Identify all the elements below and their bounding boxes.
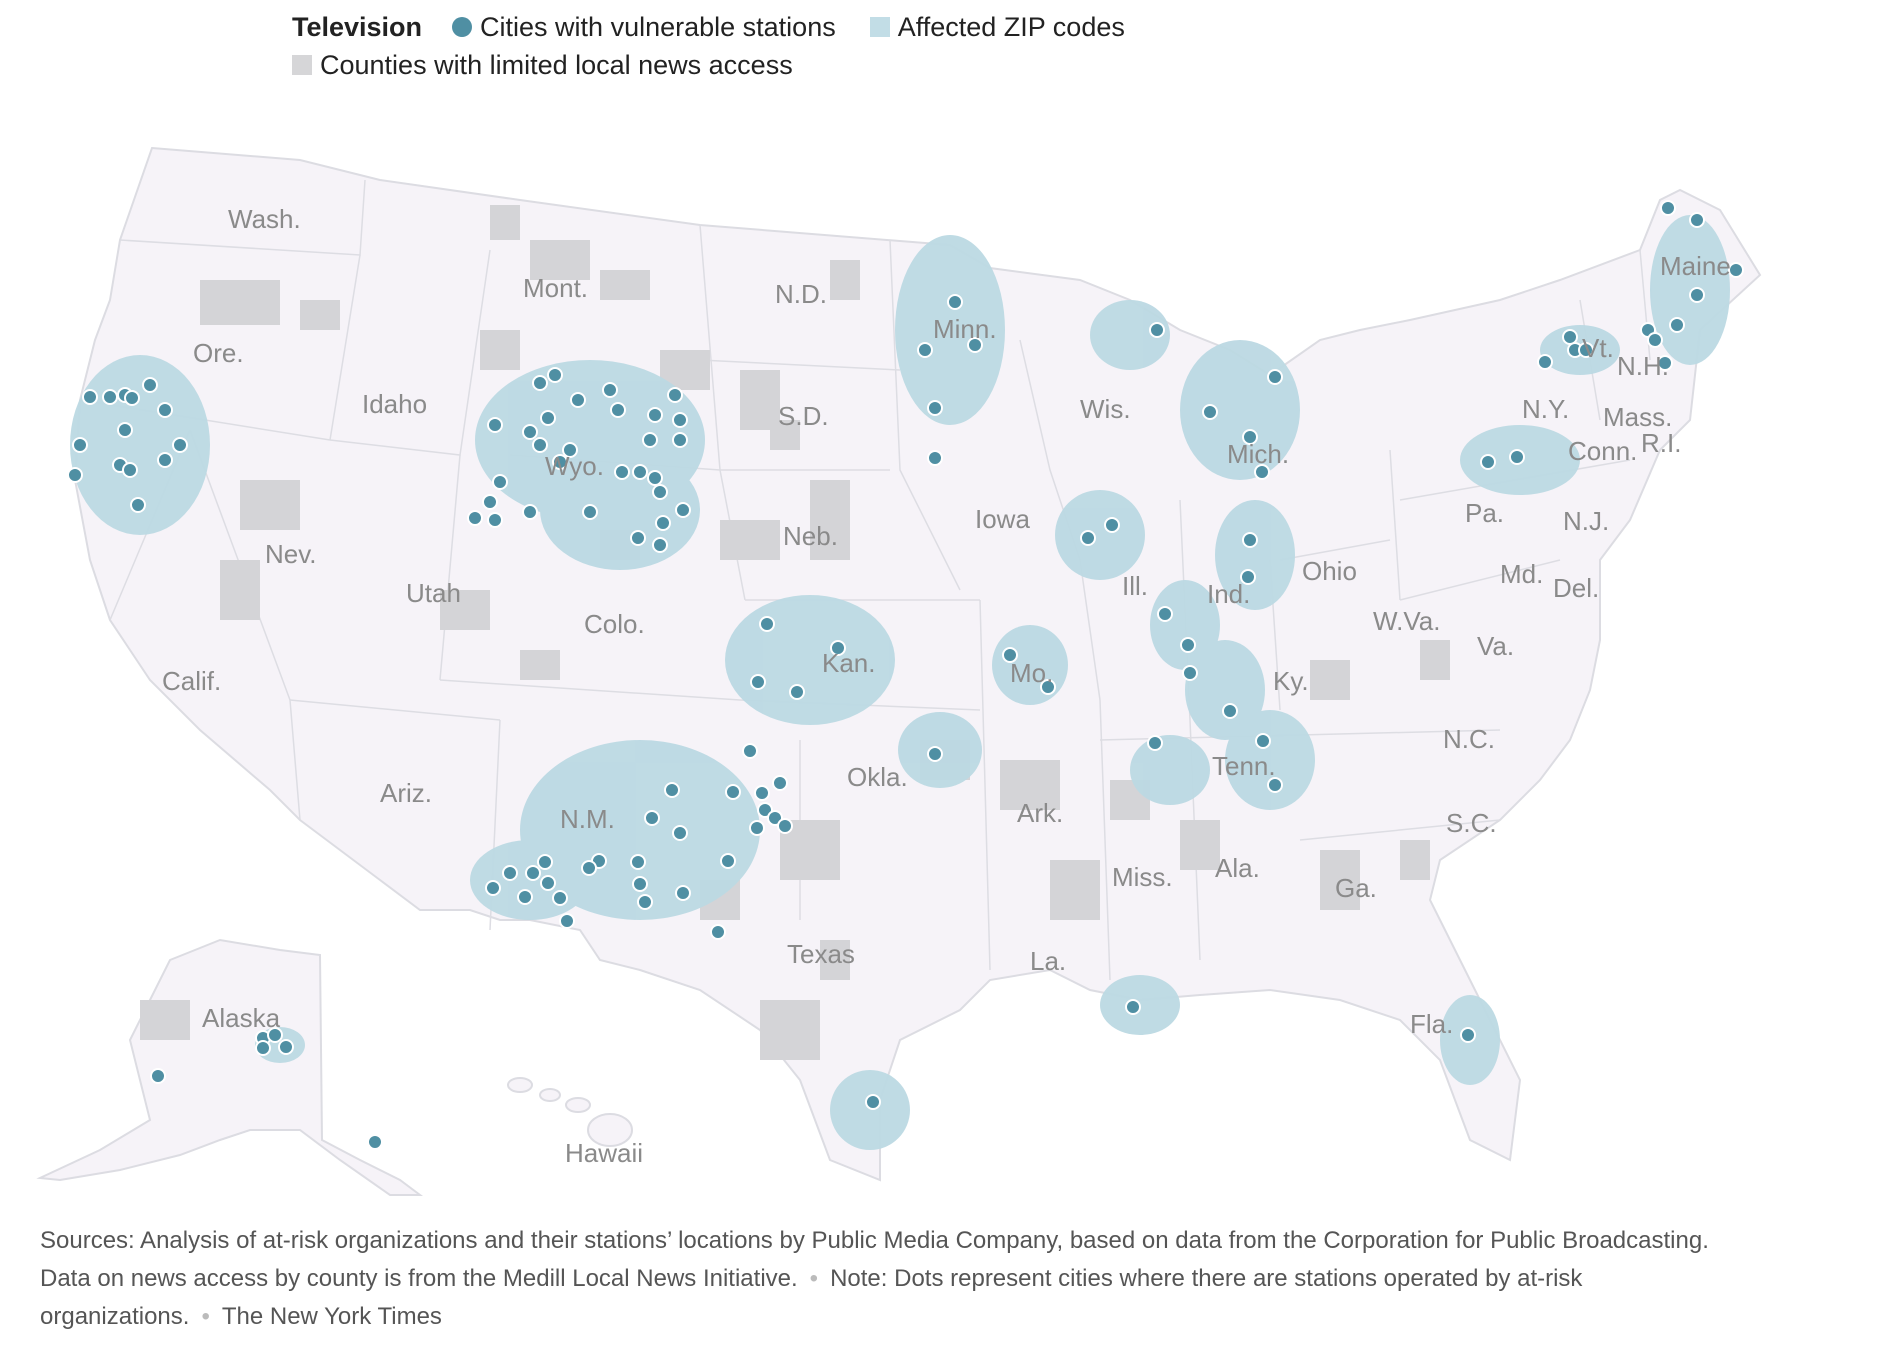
state-label: Calif. [162, 666, 221, 696]
state-label: Ark. [1017, 798, 1063, 828]
state-label: Ore. [193, 338, 244, 368]
state-label: Wyo. [545, 451, 604, 481]
state-label: Pa. [1465, 498, 1504, 528]
state-label: Del. [1553, 573, 1599, 603]
state-label: Alaska [202, 1003, 281, 1033]
sources-text: Sources: Analysis of at-risk organizatio… [40, 1227, 1709, 1292]
state-label: Neb. [783, 521, 838, 551]
state-label: Ala. [1215, 853, 1260, 883]
state-labels: Wash. Ore. Calif. Idaho Nev. Mont. Wyo. … [162, 204, 1731, 1168]
city-dots [67, 200, 1744, 1150]
state-label: Wash. [228, 204, 301, 234]
box-swatch-icon [869, 17, 890, 37]
state-label: La. [1030, 946, 1066, 976]
limited-news-counties [140, 205, 1450, 1060]
separator-dot: • [809, 1265, 819, 1292]
state-label: Ind. [1207, 579, 1250, 609]
state-label: S.C. [1446, 808, 1497, 838]
legend-title: Television [292, 12, 423, 42]
state-label: Va. [1477, 631, 1514, 661]
separator-dot: • [201, 1303, 210, 1330]
state-label: N.D. [775, 279, 827, 309]
state-label: Vt. [1582, 333, 1614, 363]
legend-item-counties: Counties with limited local news access [292, 46, 793, 84]
state-label: R.I. [1641, 428, 1681, 458]
box-swatch-icon [292, 55, 312, 75]
state-label: Ky. [1273, 666, 1309, 696]
state-label: N.M. [560, 804, 615, 834]
state-label: W.Va. [1373, 606, 1440, 636]
map-legend: Television Cities with vulnerable statio… [292, 8, 1159, 84]
state-label: N.J. [1563, 506, 1609, 536]
legend-row-1: Television Cities with vulnerable statio… [292, 8, 1159, 46]
state-label: Mass. [1603, 402, 1672, 432]
dot-swatch-icon [452, 17, 473, 37]
map-svg: Wash. Ore. Calif. Idaho Nev. Mont. Wyo. … [36, 146, 1762, 1196]
state-label: Idaho [362, 389, 427, 419]
state-label: Ill. [1122, 571, 1148, 601]
state-label: Md. [1500, 559, 1543, 589]
hawaii-islands [507, 1077, 633, 1147]
legend-item-cities: Cities with vulnerable stations [452, 8, 836, 46]
state-label: Maine [1660, 251, 1731, 281]
legend-label-cities: Cities with vulnerable stations [480, 12, 836, 42]
state-label: Hawaii [565, 1138, 643, 1168]
legend-row-2: Counties with limited local news access [292, 46, 1159, 84]
state-label: Kan. [822, 648, 876, 678]
state-label: N.H. [1617, 351, 1669, 381]
state-label: Utah [406, 578, 461, 608]
state-label: Mont. [523, 273, 588, 303]
state-label: Colo. [584, 609, 645, 639]
alaska-outline [36, 938, 423, 1196]
state-label: Conn. [1568, 436, 1637, 466]
state-label: Nev. [265, 539, 317, 569]
state-label: Wis. [1080, 394, 1131, 424]
note-text: Note: Dots represent cities where there … [40, 1265, 1583, 1330]
state-label: Iowa [975, 504, 1030, 534]
state-label: Minn. [933, 314, 997, 344]
state-label: Texas [787, 939, 855, 969]
state-label: Ga. [1335, 873, 1377, 903]
state-label: Ohio [1302, 556, 1357, 586]
state-label: Mich. [1227, 439, 1289, 469]
legend-label-counties: Counties with limited local news access [320, 50, 793, 80]
state-label: Okla. [847, 762, 908, 792]
state-label: Mo. [1010, 658, 1053, 688]
state-label: Tenn. [1212, 751, 1276, 781]
state-label: N.Y. [1522, 394, 1569, 424]
state-label: N.C. [1443, 724, 1495, 754]
legend-item-zip: Affected ZIP codes [869, 8, 1125, 46]
state-label: Fla. [1410, 1009, 1453, 1039]
state-label: Miss. [1112, 862, 1173, 892]
state-label: S.D. [778, 401, 829, 431]
sources-note: Sources: Analysis of at-risk organizatio… [40, 1222, 1760, 1336]
state-label: Ariz. [380, 778, 432, 808]
credit-text: The New York Times [221, 1303, 442, 1330]
legend-label-zip: Affected ZIP codes [897, 12, 1125, 42]
